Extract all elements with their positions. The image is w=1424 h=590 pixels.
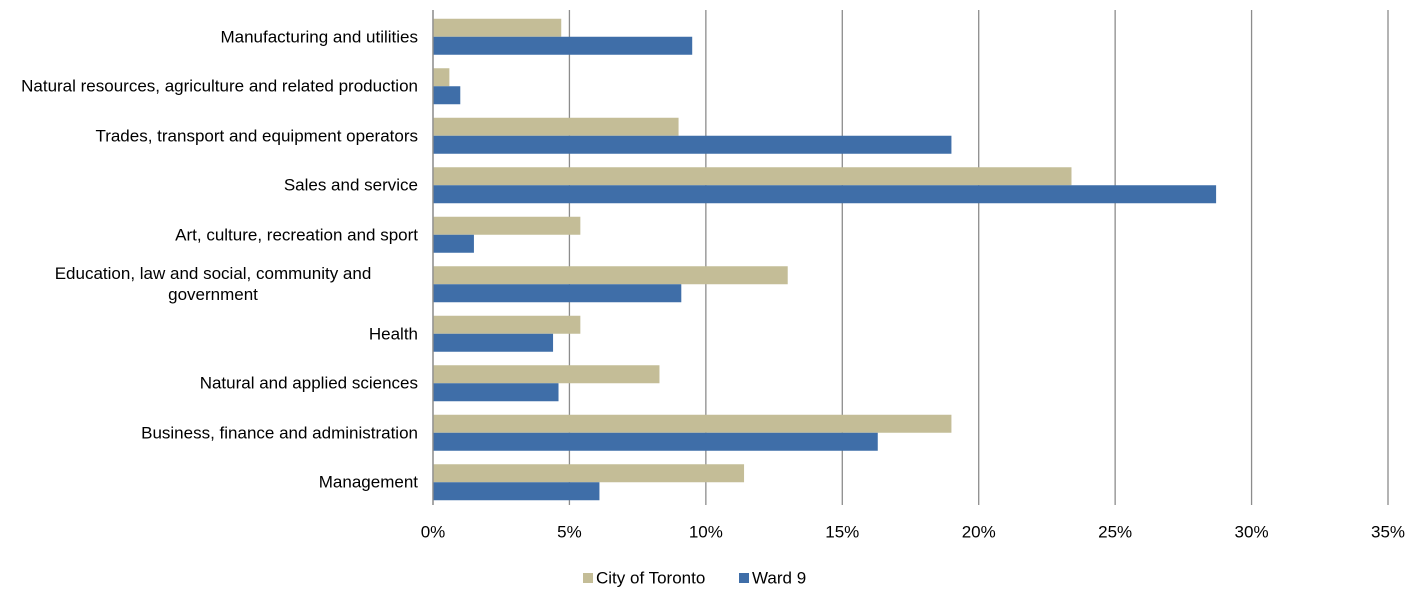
y-tick-label: Business, finance and administration bbox=[141, 423, 418, 443]
legend-label: Ward 9 bbox=[752, 568, 806, 587]
bar bbox=[433, 234, 474, 253]
y-tick-label: Manufacturing and utilities bbox=[220, 27, 418, 47]
bar bbox=[433, 216, 581, 235]
y-tick-label: Education, law and social, community and… bbox=[54, 264, 372, 305]
bar bbox=[433, 482, 600, 501]
bar bbox=[433, 117, 679, 136]
x-tick-label: 20% bbox=[962, 522, 996, 541]
y-tick-label: Natural resources, agriculture and relat… bbox=[21, 76, 418, 96]
x-tick-label: 10% bbox=[689, 522, 723, 541]
bar bbox=[433, 167, 1072, 186]
bar bbox=[433, 135, 952, 154]
x-tick-label: 15% bbox=[825, 522, 859, 541]
x-tick-label: 35% bbox=[1371, 522, 1405, 541]
bar bbox=[433, 383, 559, 402]
bar bbox=[433, 315, 581, 334]
y-tick-label: Management bbox=[318, 472, 418, 492]
bar bbox=[433, 333, 554, 352]
bar bbox=[433, 18, 562, 37]
x-tick-label: 25% bbox=[1098, 522, 1132, 541]
x-tick-label: 5% bbox=[557, 522, 582, 541]
legend-label: City of Toronto bbox=[596, 568, 705, 587]
bar bbox=[433, 414, 952, 433]
x-tick-label: 0% bbox=[421, 522, 446, 541]
y-tick-label: Health bbox=[368, 324, 418, 344]
bar bbox=[433, 365, 660, 384]
bar bbox=[433, 68, 450, 87]
x-tick-label: 30% bbox=[1235, 522, 1269, 541]
legend-swatch bbox=[739, 573, 749, 583]
bar bbox=[433, 432, 878, 451]
bar bbox=[433, 284, 682, 303]
y-tick-label: Trades, transport and equipment operator… bbox=[95, 126, 418, 146]
bar bbox=[433, 185, 1217, 204]
y-tick-label: Art, culture, recreation and sport bbox=[175, 225, 418, 245]
legend-swatch bbox=[583, 573, 593, 583]
bar bbox=[433, 36, 693, 55]
bar bbox=[433, 86, 461, 105]
y-tick-label: Natural and applied sciences bbox=[199, 373, 418, 393]
y-tick-label: Sales and service bbox=[283, 175, 418, 195]
bar bbox=[433, 464, 745, 483]
bar bbox=[433, 266, 788, 285]
